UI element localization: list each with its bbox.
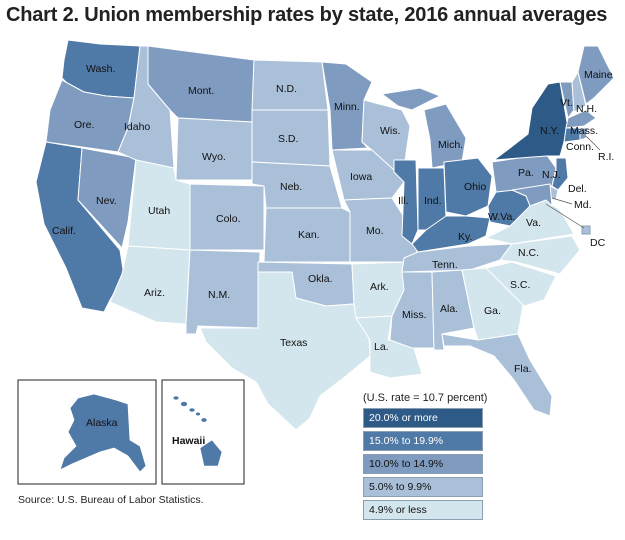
label-ks: Kan.	[298, 229, 320, 241]
label-nc: N.C.	[518, 247, 539, 259]
label-mt: Mont.	[188, 85, 214, 97]
label-id: Idaho	[124, 121, 150, 133]
label-ny: N.Y.	[540, 125, 559, 137]
state-ma[interactable]	[565, 109, 597, 129]
label-mi: Mich.	[438, 139, 463, 151]
label-tx: Texas	[280, 337, 307, 349]
legend-swatch: 10.0% to 14.9%	[363, 454, 483, 474]
label-in: Ind.	[424, 195, 442, 207]
legend-swatch: 15.0% to 19.9%	[363, 431, 483, 451]
ri-leader-line	[585, 135, 601, 151]
state-fl[interactable]	[441, 333, 553, 417]
label-mo: Mo.	[366, 225, 384, 237]
legend-label: 4.9% or less	[369, 504, 427, 516]
state-sc[interactable]	[485, 261, 557, 307]
legend-item: 5.0% to 9.9%	[363, 477, 613, 497]
state-tx[interactable]	[199, 271, 371, 431]
state-ny[interactable]	[493, 81, 569, 161]
legend-item: 20.0% or more	[363, 408, 613, 428]
label-sc: S.C.	[510, 279, 530, 291]
label-ak: Alaska	[86, 417, 118, 429]
legend: (U.S. rate = 10.7 percent) 20.0% or more…	[363, 392, 613, 523]
source-note: Source: U.S. Bureau of Labor Statistics.	[18, 494, 204, 506]
label-ri: R.I.	[598, 151, 614, 163]
label-pa: Pa.	[518, 167, 534, 179]
dc-leader-line	[545, 203, 585, 229]
state-ri[interactable]	[579, 127, 589, 141]
label-co: Colo.	[216, 213, 241, 225]
label-me: Maine	[584, 69, 613, 81]
legend-label: 15.0% to 19.9%	[369, 435, 444, 447]
state-nh[interactable]	[571, 71, 587, 113]
label-ia: Iowa	[350, 171, 372, 183]
label-wi: Wis.	[380, 125, 400, 137]
label-al: Ala.	[440, 303, 458, 315]
state-hi[interactable]	[172, 395, 223, 467]
legend-swatch: 4.9% or less	[363, 500, 483, 520]
label-vt: Vt.	[560, 97, 573, 109]
legend-item: 10.0% to 14.9%	[363, 454, 613, 474]
label-il: Ill.	[398, 195, 409, 207]
state-mi-upper[interactable]	[381, 87, 441, 111]
label-nd: N.D.	[276, 83, 297, 95]
state-il[interactable]	[393, 159, 419, 245]
state-me[interactable]	[577, 45, 615, 105]
label-ut: Utah	[148, 205, 170, 217]
md-leader-line	[551, 197, 573, 205]
label-tn: Tenn.	[432, 259, 458, 271]
state-la[interactable]	[355, 315, 423, 379]
label-nm: N.M.	[208, 289, 230, 301]
label-ga: Ga.	[484, 305, 501, 317]
state-wy[interactable]	[175, 117, 253, 181]
legend-label: 5.0% to 9.9%	[369, 481, 432, 493]
state-dc[interactable]	[581, 225, 591, 235]
label-wa: Wash.	[86, 63, 115, 75]
legend-item: 4.9% or less	[363, 500, 613, 520]
label-ma: Mass.	[570, 125, 598, 137]
label-or: Ore.	[74, 119, 94, 131]
label-de: Del.	[568, 183, 587, 195]
label-mn: Minn.	[334, 101, 360, 113]
legend-note: (U.S. rate = 10.7 percent)	[363, 392, 488, 404]
label-ok: Okla.	[308, 273, 333, 285]
label-md: Md.	[574, 199, 592, 211]
legend-swatch: 5.0% to 9.9%	[363, 477, 483, 497]
legend-swatch: 20.0% or more	[363, 408, 483, 428]
label-sd: S.D.	[278, 133, 298, 145]
legend-label: 20.0% or more	[369, 412, 438, 424]
label-nv: Nev.	[96, 195, 117, 207]
state-ak[interactable]	[59, 393, 147, 473]
label-ne: Neb.	[280, 181, 302, 193]
label-az: Ariz.	[144, 287, 165, 299]
label-la: La.	[374, 341, 389, 353]
state-mi[interactable]	[423, 103, 467, 169]
label-ky: Ky.	[458, 231, 472, 243]
label-hi: Hawaii	[172, 435, 205, 447]
state-md[interactable]	[511, 183, 553, 207]
label-ct: Conn.	[566, 141, 594, 153]
label-va: Va.	[526, 217, 541, 229]
label-wy: Wyo.	[202, 151, 226, 163]
legend-item: 15.0% to 19.9%	[363, 431, 613, 451]
label-ms: Miss.	[402, 309, 427, 321]
label-wv: W.Va.	[488, 211, 515, 223]
legend-label: 10.0% to 14.9%	[369, 458, 444, 470]
label-nh: N.H.	[576, 103, 597, 115]
label-dc: DC	[590, 237, 606, 249]
label-ca: Calif.	[52, 225, 76, 237]
label-nj: N.J.	[542, 169, 561, 181]
hawaii-inset-frame	[161, 379, 245, 485]
label-ar: Ark.	[370, 281, 389, 293]
state-az[interactable]	[109, 245, 191, 325]
chart-title: Chart 2. Union membership rates by state…	[6, 4, 608, 26]
label-fl: Fla.	[514, 363, 532, 375]
label-oh: Ohio	[464, 181, 486, 193]
